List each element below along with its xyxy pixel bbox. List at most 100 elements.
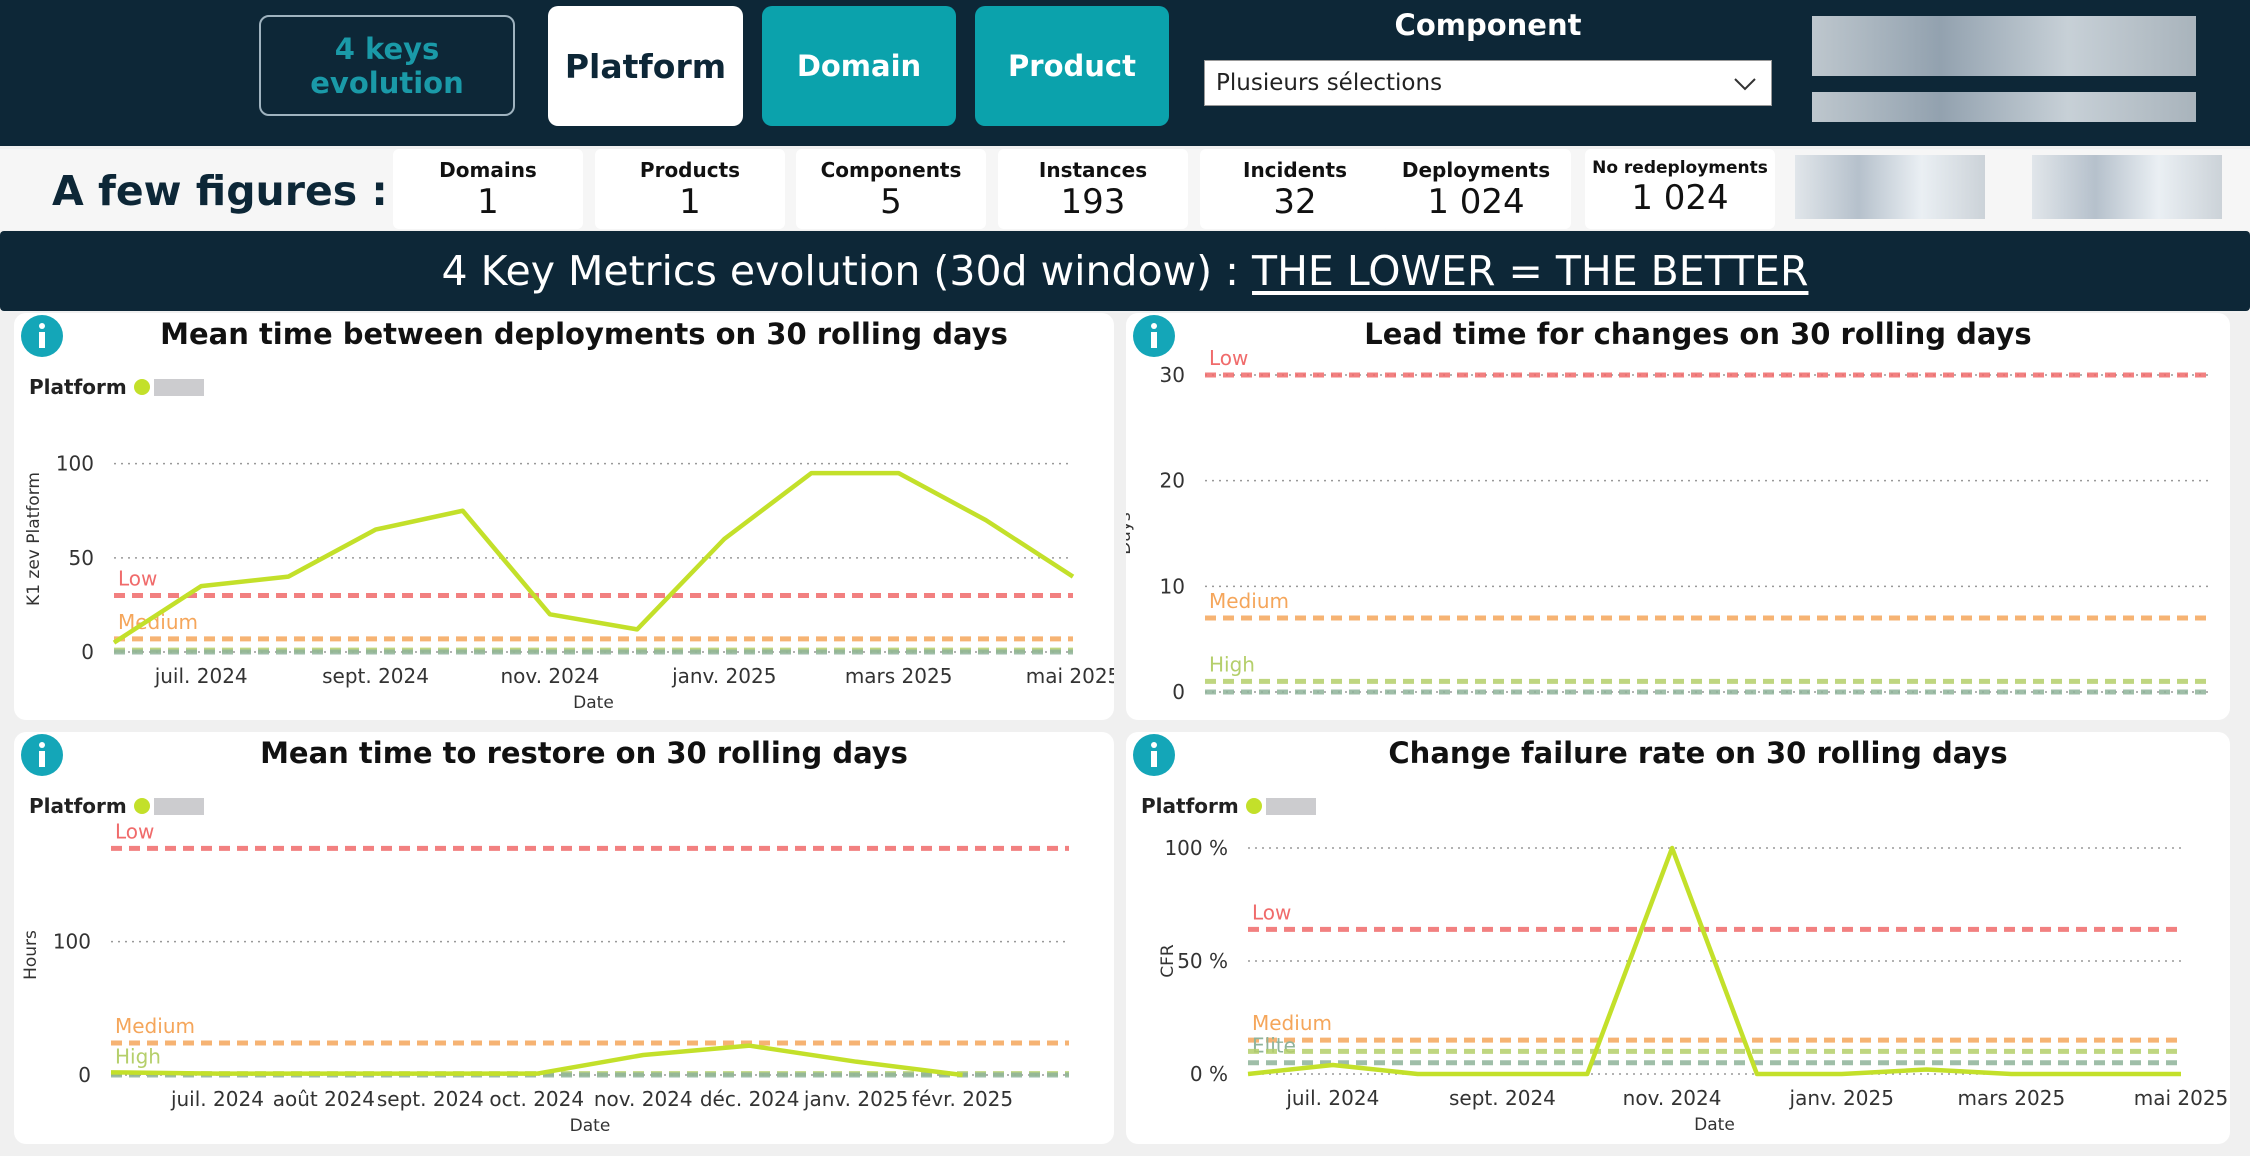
y-tick-label: 0 % (1190, 1062, 1228, 1086)
redacted (1812, 92, 2196, 122)
y-axis-label: Days (1126, 512, 1135, 555)
threshold-label: High (115, 1045, 161, 1069)
threshold-label: Medium (1252, 1011, 1332, 1035)
figure-card: Products 1 (595, 149, 785, 229)
info-icon-bar (1151, 332, 1157, 348)
y-tick-label: 100 (53, 930, 91, 954)
y-tick-label: 0 (1172, 680, 1185, 704)
y-axis-label: K1 zev Platform (24, 472, 44, 606)
chart: Mean time between deployments on 30 roll… (21, 315, 1120, 713)
threshold-label: Low (115, 819, 154, 843)
figure-label: Deployments (1401, 158, 1551, 182)
figure-card: Incidents 32 (1200, 149, 1390, 229)
figure-card: Instances 193 (998, 149, 1188, 229)
x-tick-label: sept. 2024 (322, 664, 429, 688)
figure-label: Components (820, 158, 962, 182)
x-axis-label: Date (570, 1116, 611, 1136)
banner-emphasis: THE LOWER = THE BETTER (1252, 247, 1809, 295)
x-tick-label: nov. 2024 (501, 664, 600, 688)
x-axis-label: Date (1694, 1115, 1735, 1135)
figure-value: 1 (477, 182, 499, 222)
figure-value: 1 (679, 182, 701, 222)
nav-button[interactable]: Domain (762, 6, 956, 126)
info-icon-dot (1151, 742, 1157, 748)
redacted (2032, 155, 2222, 219)
dropdown-arrow (1734, 78, 1756, 91)
x-tick-label: janv. 2025 (803, 1087, 908, 1111)
y-tick-label: 100 % (1164, 836, 1228, 860)
series-line (110, 1043, 963, 1078)
x-tick-label: nov. 2024 (1623, 1086, 1722, 1110)
x-tick-label: mars 2025 (1958, 1086, 2066, 1110)
x-tick-label: août 2024 (273, 1087, 375, 1111)
y-axis-label: CFR (1158, 944, 1178, 978)
x-axis-label: Date (573, 693, 614, 713)
filter-value: Plusieurs sélections (1216, 70, 1443, 96)
header: 4 keys evolution Platform Domain Product… (0, 0, 2250, 146)
x-tick-label: déc. 2024 (700, 1087, 800, 1111)
nav-button[interactable]: Platform (548, 6, 743, 126)
chart: Lead time for changes on 30 rolling days… (1115, 315, 2209, 704)
legend-label: Platform (29, 794, 127, 818)
y-axis-label: Hours (21, 930, 41, 980)
x-tick-label: janv. 2025 (671, 664, 776, 688)
chart-title: Lead time for changes on 30 rolling days (1364, 317, 2031, 351)
chart-panel: Lead time for changes on 30 rolling days… (1115, 313, 2230, 720)
legend-redacted (154, 379, 204, 396)
redacted (1795, 155, 1985, 219)
figure-value: 5 (880, 182, 902, 222)
chart-panel: Mean time between deployments on 30 roll… (14, 313, 1120, 720)
legend-dot (134, 379, 150, 395)
redacted (1812, 16, 2196, 76)
figure-card: Components 5 (796, 149, 986, 229)
info-icon-bar (39, 332, 45, 348)
x-tick-label: sept. 2024 (1449, 1086, 1556, 1110)
threshold-label: Medium (1209, 589, 1289, 613)
threshold-label: High (1209, 652, 1255, 676)
legend-label: Platform (1141, 794, 1239, 818)
figure-value: 1 024 (1631, 178, 1729, 218)
x-tick-label: mai 2025 (1026, 664, 1114, 688)
y-tick-label: 20 (1160, 469, 1185, 493)
x-tick-label: oct. 2024 (489, 1087, 584, 1111)
figures-title: A few figures : (52, 167, 388, 215)
threshold-label: Medium (115, 1014, 195, 1038)
chart-panel: Change failure rate on 30 rolling days CF… (1126, 732, 2230, 1144)
y-tick-label: 100 (56, 452, 94, 476)
figure-label: Instances (1038, 158, 1148, 182)
filter-dropdown[interactable]: Plusieurs sélections (1204, 60, 1772, 106)
chart: Mean time to restore on 30 rolling days H… (21, 734, 1069, 1136)
legend-dot (134, 798, 150, 814)
info-icon-bar (1151, 751, 1157, 767)
figure-label: No redeployments (1592, 158, 1768, 178)
figure-card: Deployments 1 024 (1381, 149, 1571, 229)
banner: 4 Key Metrics evolution (30d window) : T… (0, 231, 2250, 311)
x-tick-label: nov. 2024 (594, 1087, 693, 1111)
x-tick-label: juil. 2024 (170, 1087, 264, 1111)
legend-redacted (154, 798, 204, 815)
legend-redacted (1266, 798, 1316, 815)
y-tick-label: 30 (1160, 363, 1185, 387)
chart-panel: Mean time to restore on 30 rolling days H… (14, 732, 1114, 1144)
figure-label: Domains (439, 158, 537, 182)
figure-card: Domains 1 (393, 149, 583, 229)
series-line (1247, 845, 2181, 1077)
y-tick-label: 0 (81, 640, 94, 664)
chart-title: Mean time to restore on 30 rolling days (260, 736, 908, 770)
figure-value: 193 (1060, 182, 1126, 222)
y-tick-label: 50 (69, 546, 94, 570)
figure-label: Incidents (1243, 158, 1347, 182)
filter-label: Component (1394, 8, 1582, 42)
x-tick-label: juil. 2024 (1285, 1086, 1379, 1110)
x-tick-label: mars 2025 (845, 664, 953, 688)
nav-button[interactable]: 4 keys evolution (259, 15, 515, 116)
legend-label: Platform (29, 375, 127, 399)
x-tick-label: sept. 2024 (377, 1087, 484, 1111)
info-icon-dot (39, 742, 45, 748)
x-tick-label: janv. 2025 (1789, 1086, 1894, 1110)
nav-button[interactable]: Product (975, 6, 1169, 126)
x-tick-label: mai 2025 (2134, 1086, 2229, 1110)
figure-value: 1 024 (1427, 182, 1525, 222)
series-line (112, 470, 1075, 645)
